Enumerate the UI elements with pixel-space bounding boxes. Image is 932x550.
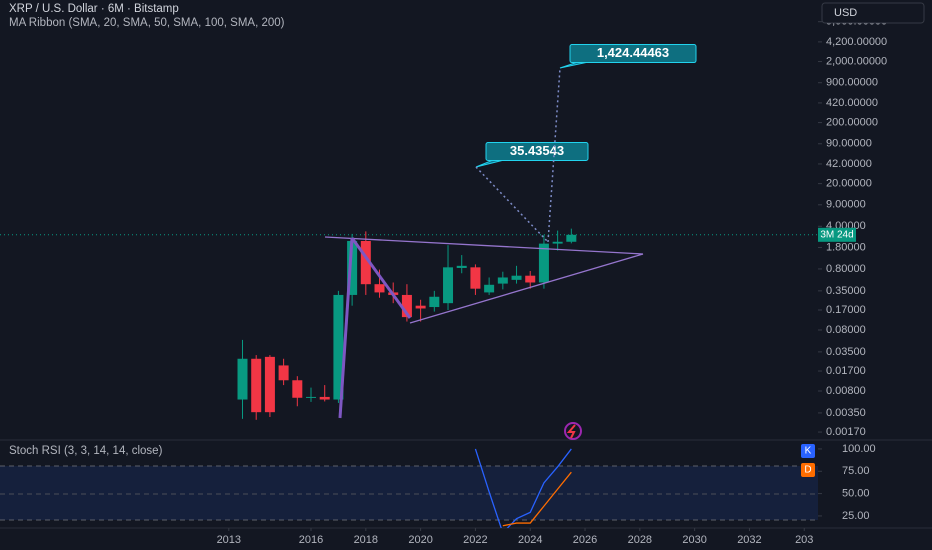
y-tick-label: 75.00 bbox=[842, 465, 870, 477]
candle-body bbox=[306, 396, 317, 398]
candle-body bbox=[538, 243, 549, 283]
y-tick-label: 900.00000 bbox=[826, 77, 878, 89]
rsi-lines bbox=[474, 448, 572, 528]
candle-body bbox=[237, 358, 248, 400]
x-tick-label: 203 bbox=[795, 534, 813, 546]
y-tick-label: 0.80000 bbox=[826, 263, 866, 275]
legend-badge bbox=[801, 463, 815, 477]
currency-button[interactable] bbox=[821, 2, 925, 24]
x-tick-label: 2026 bbox=[573, 534, 597, 546]
rsi-band bbox=[0, 466, 818, 520]
candle-body bbox=[347, 240, 358, 295]
x-tick-label: 2028 bbox=[628, 534, 652, 546]
y-tick-label: 200.00000 bbox=[826, 116, 878, 128]
candle-body bbox=[511, 275, 522, 280]
x-tick-label: 2024 bbox=[518, 534, 542, 546]
candle-body bbox=[360, 240, 371, 285]
countdown-label: 3M 24d bbox=[820, 229, 853, 240]
y-tick-label: 20.00000 bbox=[826, 178, 872, 190]
candle-body bbox=[401, 294, 412, 318]
projection bbox=[547, 67, 561, 243]
y-tick-label: 0.00170 bbox=[826, 426, 866, 438]
currency-label: USD bbox=[834, 7, 857, 19]
candle-body bbox=[333, 294, 344, 400]
legend-badge bbox=[801, 444, 815, 458]
candle-body bbox=[251, 358, 262, 413]
y-tick-label: 2,000.00000 bbox=[826, 55, 887, 67]
candle-body bbox=[278, 365, 289, 381]
callout-label: 35.43543 bbox=[510, 143, 564, 158]
y-tick-label: 50.00 bbox=[842, 488, 870, 500]
candle-body bbox=[374, 284, 385, 293]
x-tick-label: 2022 bbox=[463, 534, 487, 546]
impulse-line bbox=[338, 237, 354, 419]
y-tick-label: 0.08000 bbox=[826, 324, 866, 336]
x-tick-label: 2013 bbox=[217, 534, 241, 546]
countdown-badge bbox=[818, 227, 856, 242]
marks: 0.00170 0.00350 0.00800 0.01700 0.03500 0.080… bbox=[0, 16, 887, 546]
y-tick-label: 90.00000 bbox=[826, 138, 872, 150]
drawings bbox=[324, 67, 644, 440]
candle-body bbox=[443, 267, 454, 304]
candle-body bbox=[264, 356, 275, 413]
stoch-title: Stoch RSI (3, 3, 14, 14, close) bbox=[9, 445, 163, 457]
candle-body bbox=[319, 396, 330, 400]
callout-box bbox=[485, 141, 589, 161]
x-tick-label: 2030 bbox=[682, 534, 706, 546]
y-tick-label: 0.17000 bbox=[826, 304, 866, 316]
stoch-line bbox=[474, 448, 572, 528]
stoch-line bbox=[502, 471, 572, 527]
x-tick-label: 2018 bbox=[354, 534, 378, 546]
candle-body bbox=[484, 284, 495, 293]
x-tick-label: 2032 bbox=[737, 534, 761, 546]
symbol-title: XRP / U.S. Dollar · 6M · Bitstamp bbox=[9, 3, 179, 15]
candle-body bbox=[456, 265, 467, 268]
trendline bbox=[324, 236, 644, 255]
y-tick-label: 25.00 bbox=[842, 510, 870, 522]
callout-box bbox=[569, 44, 697, 64]
y-tick-label: 42.00000 bbox=[826, 158, 872, 170]
trendline bbox=[409, 253, 644, 324]
event-icon-bolt bbox=[566, 424, 576, 439]
indicator-legend: MA Ribbon (SMA, 20, SMA, 50, SMA, 100, S… bbox=[9, 17, 285, 29]
y-tick-label: 0.00800 bbox=[826, 385, 866, 397]
y-tick-label: 420.00000 bbox=[826, 97, 878, 109]
x-tick-label: 2020 bbox=[408, 534, 432, 546]
candle-body bbox=[497, 277, 508, 284]
candle-body bbox=[415, 305, 426, 309]
y-tick-label: 1.80000 bbox=[826, 241, 866, 253]
event-icon[interactable] bbox=[564, 422, 582, 440]
y-tick-label: 0.01700 bbox=[826, 365, 866, 377]
y-tick-label: 0.35000 bbox=[826, 285, 866, 297]
candle-body bbox=[552, 241, 563, 244]
x-tick-label: 2016 bbox=[299, 534, 323, 546]
y-tick-label: 0.00350 bbox=[826, 407, 866, 419]
candle-body bbox=[429, 296, 440, 308]
candle-body bbox=[292, 380, 303, 398]
candle-body bbox=[566, 234, 577, 242]
y-tick-label: 4,200.00000 bbox=[826, 36, 887, 48]
y-tick-label: 100.00 bbox=[842, 443, 876, 455]
impulse-line bbox=[350, 237, 412, 319]
y-tick-label: 9.00000 bbox=[826, 199, 866, 211]
projection bbox=[475, 166, 549, 243]
callout-label: 1,424.44463 bbox=[597, 45, 669, 60]
y-tick-label: 0.03500 bbox=[826, 346, 866, 358]
legend-label: D bbox=[804, 465, 811, 476]
candle-body bbox=[525, 275, 536, 283]
legend-label: K bbox=[805, 446, 812, 457]
candle-body bbox=[470, 267, 481, 289]
